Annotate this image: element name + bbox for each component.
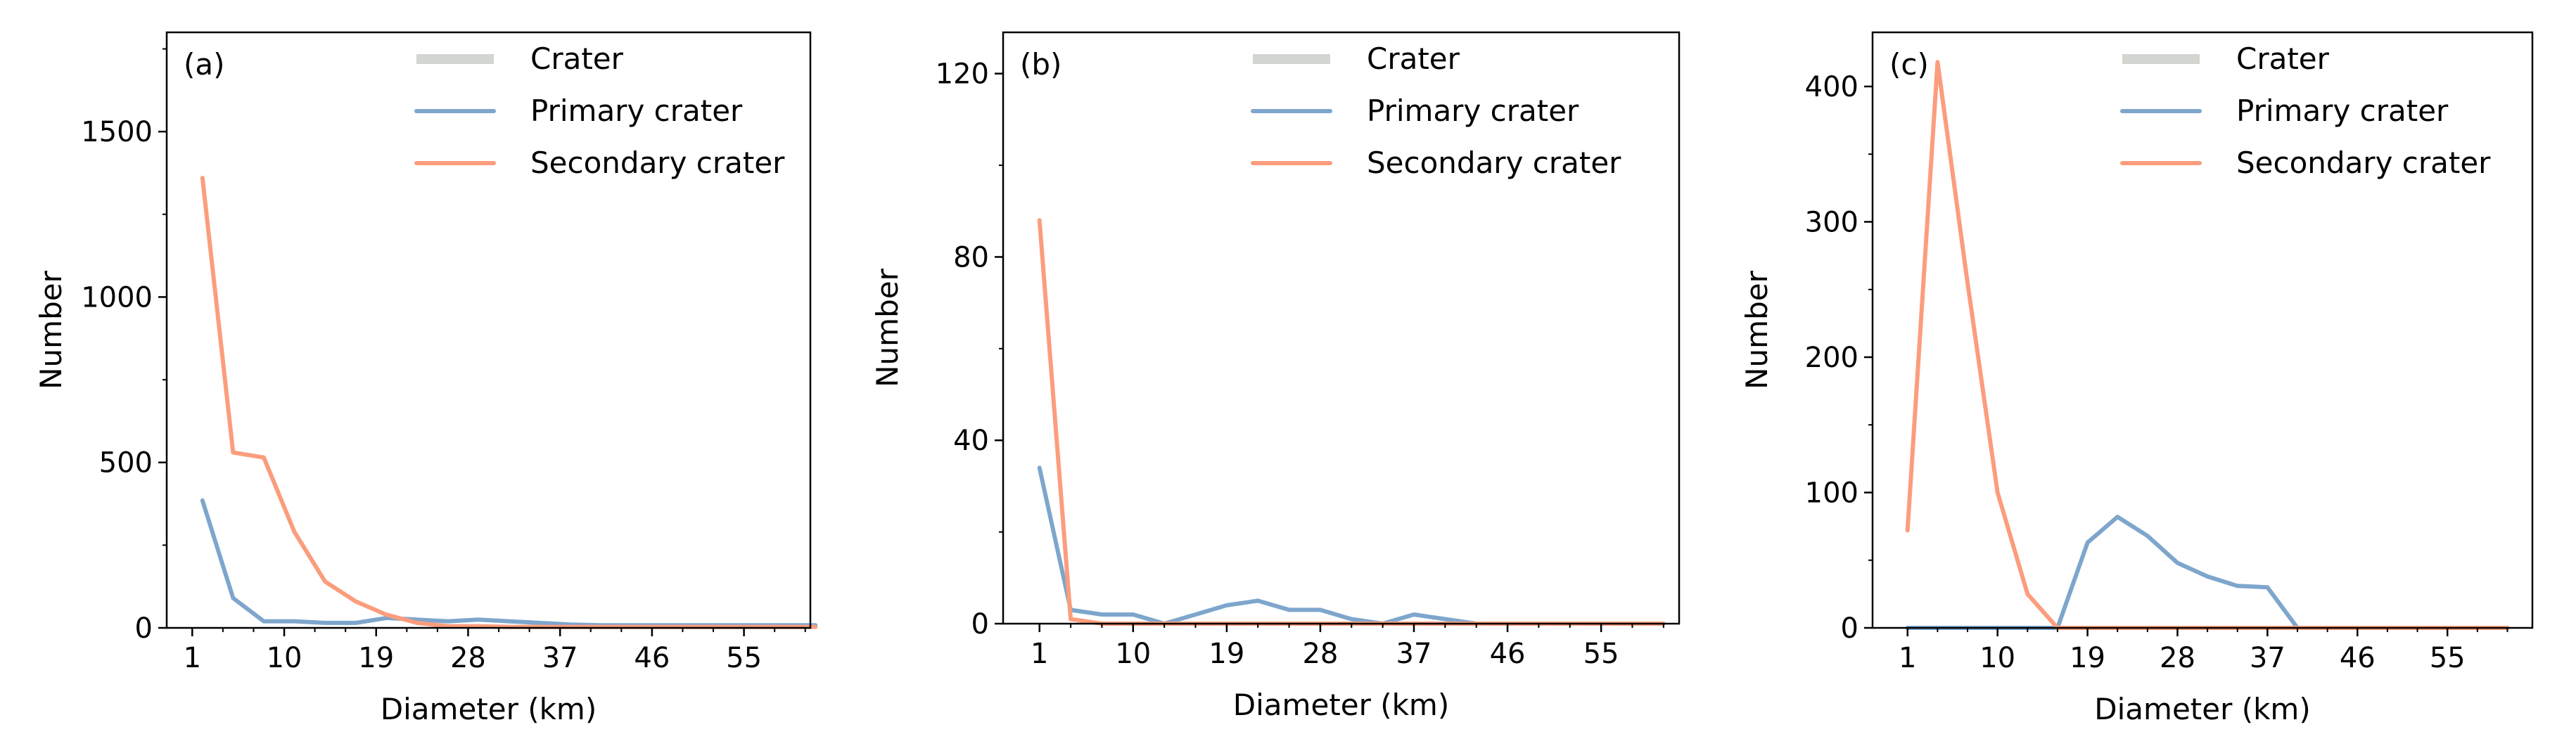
primary-crater-line xyxy=(1037,465,1666,626)
y-tick-label: 100 xyxy=(1805,477,1858,510)
chart-panel-2: 1 10 19 28 37 46 55 0 40 80 120 Diameter (km) Number… xyxy=(870,31,1681,722)
x-tick-label: 37 xyxy=(2250,642,2285,674)
legend-primary-crater-label: Primary crater xyxy=(530,94,743,128)
x-axis-label: Diameter (km) xyxy=(2094,692,2310,726)
y-tick-label: 300 xyxy=(1805,207,1858,239)
y-tick-label: 0 xyxy=(971,608,989,641)
y-tick-label: 200 xyxy=(1805,342,1858,374)
x-tick-label: 28 xyxy=(1302,638,1338,670)
x-axis-label: Diameter (km) xyxy=(1233,688,1449,722)
x-tick-label: 55 xyxy=(2430,642,2466,674)
x-tick-label: 46 xyxy=(634,642,670,674)
x-tick-label: 28 xyxy=(2160,642,2195,674)
y-axis-label: Number xyxy=(1740,270,1774,389)
x-tick-label: 46 xyxy=(1490,638,1526,670)
x-tick-label: 37 xyxy=(542,642,578,674)
y-tick-label: 120 xyxy=(936,58,989,91)
y-tick-label: 1000 xyxy=(81,281,153,314)
y-axis-label: Number xyxy=(870,268,905,387)
legend-crater-label: Crater xyxy=(2236,41,2330,76)
plot-frame xyxy=(1871,31,2534,629)
y-tick-label: 400 xyxy=(1805,71,1858,103)
x-tick-label: 1 xyxy=(1031,638,1048,670)
plot-frame xyxy=(165,31,812,629)
legend-secondary-crater-label: Secondary crater xyxy=(2236,146,2491,180)
primary-crater-line xyxy=(200,498,818,628)
y-tick-label: 1500 xyxy=(81,116,153,148)
panel-label: (b) xyxy=(1020,47,1061,82)
chart-panel-1: 1 10 19 28 37 46 55 0 500 1000 1500 Diameter (km) Nu… xyxy=(34,31,818,726)
legend-secondary-crater-label: Secondary crater xyxy=(1367,146,1621,180)
x-tick-label: 28 xyxy=(450,642,486,674)
y-tick-label: 80 xyxy=(953,241,989,274)
x-tick-label: 46 xyxy=(2340,642,2376,674)
secondary-crater-line xyxy=(200,176,818,629)
secondary-crater-line xyxy=(1037,218,1666,626)
x-tick-label: 37 xyxy=(1396,638,1432,670)
panel-label: (a) xyxy=(184,47,225,82)
x-tick-label: 19 xyxy=(358,642,394,674)
y-tick-label: 0 xyxy=(135,612,153,645)
legend-crater-label: Crater xyxy=(1367,41,1460,76)
legend-primary-crater-label: Primary crater xyxy=(1367,94,1579,128)
x-tick-label: 10 xyxy=(267,642,302,674)
legend-primary-crater-label: Primary crater xyxy=(2236,94,2449,128)
x-axis-label: Diameter (km) xyxy=(381,692,597,726)
x-tick-label: 55 xyxy=(726,642,762,674)
x-tick-label: 10 xyxy=(1115,638,1151,670)
y-tick-label: 40 xyxy=(953,425,989,457)
legend-crater-label: Crater xyxy=(530,41,624,76)
x-tick-label: 1 xyxy=(1899,642,1916,674)
panel-label: (c) xyxy=(1889,47,1929,82)
x-tick-label: 55 xyxy=(1583,638,1619,670)
chart-panel-3: 1 10 19 28 37 46 55 0 100 200 300 400 Diameter (km) N… xyxy=(1740,31,2534,726)
legend-secondary-crater-label: Secondary crater xyxy=(530,146,785,180)
x-tick-label: 1 xyxy=(184,642,201,674)
x-tick-label: 19 xyxy=(1209,638,1244,670)
x-tick-label: 10 xyxy=(1979,642,2015,674)
plot-frame xyxy=(1002,31,1681,625)
primary-crater-line xyxy=(1905,515,2510,630)
x-tick-label: 19 xyxy=(2070,642,2105,674)
y-axis-label: Number xyxy=(34,270,68,389)
y-tick-label: 0 xyxy=(1841,612,1858,645)
y-tick-label: 500 xyxy=(99,447,153,480)
